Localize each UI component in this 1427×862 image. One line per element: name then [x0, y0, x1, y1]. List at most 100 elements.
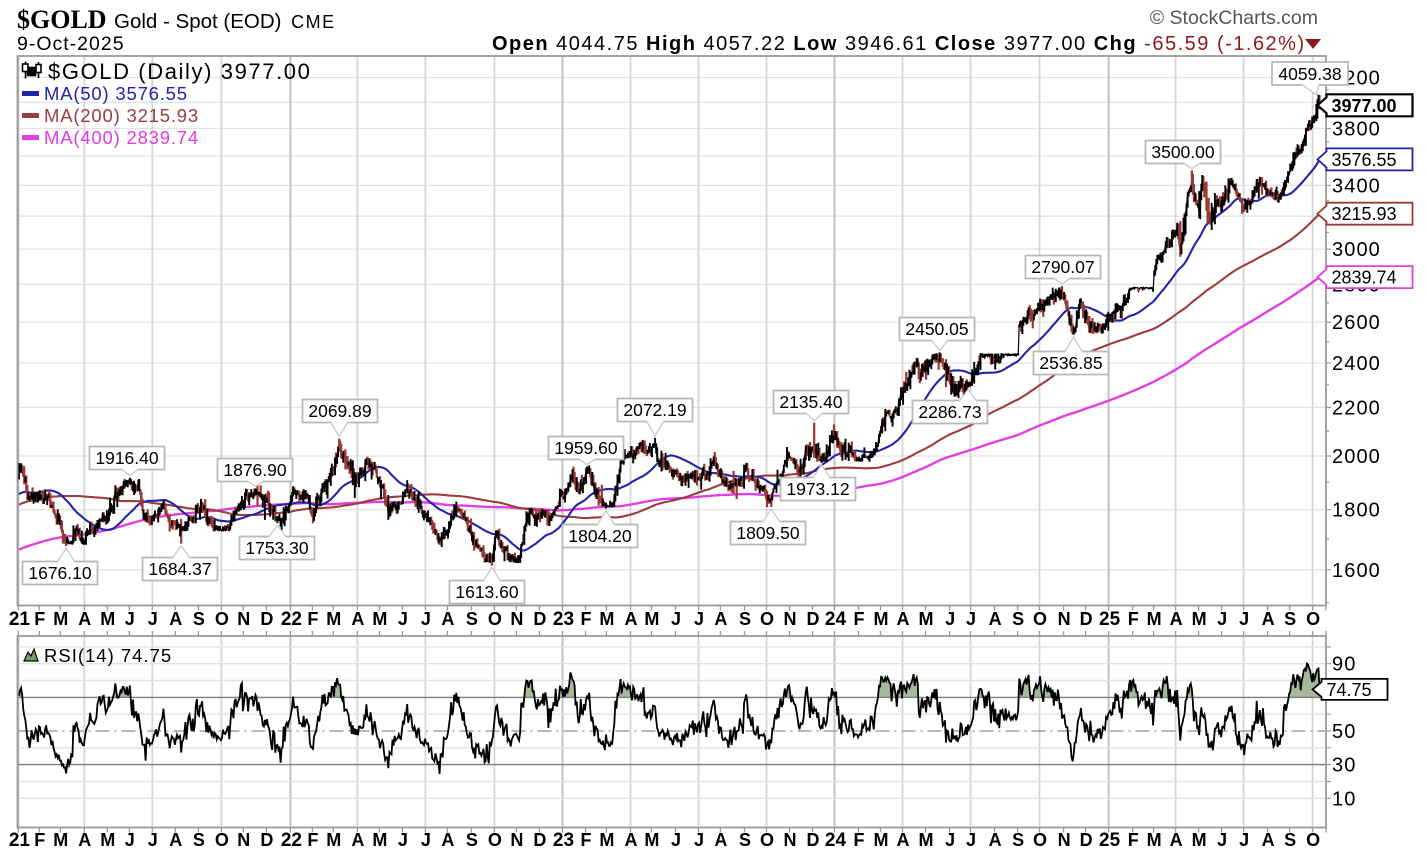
svg-text:D: D: [533, 609, 546, 629]
svg-text:J: J: [966, 830, 976, 850]
svg-text:2286.73: 2286.73: [918, 402, 981, 422]
svg-text:1876.90: 1876.90: [223, 460, 287, 480]
svg-text:M: M: [326, 609, 341, 629]
svg-text:3215.93: 3215.93: [1332, 204, 1397, 224]
svg-text:10: 10: [1332, 788, 1356, 810]
svg-text:N: N: [1058, 609, 1071, 629]
svg-text:F: F: [581, 609, 592, 629]
svg-text:A: A: [897, 609, 910, 629]
svg-text:M: M: [1192, 609, 1207, 629]
svg-text:© StockCharts.com: © StockCharts.com: [1150, 7, 1318, 29]
svg-text:M: M: [53, 609, 68, 629]
svg-text:S: S: [1284, 830, 1296, 850]
svg-text:J: J: [694, 830, 704, 850]
svg-text:$GOLD (Daily) 3977.00: $GOLD (Daily) 3977.00: [48, 59, 311, 84]
svg-text:J: J: [421, 609, 431, 629]
svg-text:A: A: [78, 830, 91, 850]
svg-text:74.75: 74.75: [1327, 680, 1372, 700]
svg-text:22: 22: [281, 609, 302, 630]
svg-text:O: O: [215, 609, 229, 629]
svg-text:3500.00: 3500.00: [1151, 142, 1215, 162]
svg-text:1916.40: 1916.40: [95, 448, 159, 468]
svg-text:3000: 3000: [1332, 239, 1381, 261]
svg-text:30: 30: [1332, 755, 1356, 777]
svg-text:F: F: [307, 609, 318, 629]
svg-text:J: J: [671, 830, 681, 850]
svg-text:25: 25: [1099, 830, 1121, 851]
svg-text:O: O: [488, 609, 502, 629]
svg-text:F: F: [1128, 609, 1139, 629]
svg-text:A: A: [78, 609, 91, 629]
svg-text:D: D: [260, 609, 273, 629]
svg-text:J: J: [421, 830, 431, 850]
svg-text:A: A: [989, 609, 1002, 629]
svg-text:S: S: [739, 830, 751, 850]
svg-text:N: N: [784, 609, 797, 629]
svg-text:J: J: [1217, 609, 1227, 629]
svg-text:2400: 2400: [1332, 353, 1381, 375]
svg-text:S: S: [1284, 609, 1296, 629]
svg-text:J: J: [1217, 830, 1227, 850]
svg-text:S: S: [193, 609, 205, 629]
svg-text:M: M: [1147, 609, 1162, 629]
svg-text:F: F: [854, 609, 865, 629]
svg-text:O: O: [760, 609, 774, 629]
svg-text:M: M: [53, 830, 68, 850]
svg-text:A: A: [169, 830, 182, 850]
svg-text:22: 22: [281, 830, 302, 851]
svg-text:1809.50: 1809.50: [736, 523, 800, 543]
svg-text:M: M: [919, 830, 934, 850]
svg-text:1600: 1600: [1332, 560, 1381, 582]
svg-text:A: A: [625, 830, 638, 850]
svg-text:1973.12: 1973.12: [786, 479, 849, 499]
svg-text:1684.37: 1684.37: [148, 559, 211, 579]
svg-text:A: A: [1262, 830, 1275, 850]
svg-text:MA(50) 3576.55: MA(50) 3576.55: [44, 83, 188, 104]
svg-text:90: 90: [1332, 654, 1356, 676]
svg-text:2450.05: 2450.05: [905, 319, 968, 339]
svg-text:21: 21: [9, 609, 31, 630]
svg-text:O: O: [215, 830, 229, 850]
svg-text:2839.74: 2839.74: [1332, 268, 1397, 288]
svg-text:N: N: [237, 609, 250, 629]
svg-text:S: S: [466, 830, 478, 850]
svg-text:D: D: [1080, 830, 1093, 850]
svg-text:A: A: [714, 830, 727, 850]
svg-text:F: F: [34, 609, 45, 629]
svg-text:A: A: [441, 830, 454, 850]
svg-text:F: F: [1128, 830, 1139, 850]
svg-text:J: J: [148, 609, 158, 629]
svg-text:RSI(14) 74.75: RSI(14) 74.75: [44, 645, 172, 666]
svg-text:1804.20: 1804.20: [568, 526, 632, 546]
svg-text:N: N: [510, 830, 523, 850]
svg-text:1800: 1800: [1332, 500, 1381, 522]
svg-text:M: M: [599, 609, 614, 629]
svg-text:2536.85: 2536.85: [1039, 353, 1102, 373]
svg-text:M: M: [100, 609, 115, 629]
svg-text:A: A: [714, 609, 727, 629]
svg-text:MA(400) 2839.74: MA(400) 2839.74: [44, 127, 199, 148]
svg-text:S: S: [466, 609, 478, 629]
svg-text:N: N: [1058, 830, 1071, 850]
svg-text:A: A: [989, 830, 1002, 850]
svg-text:$GOLD: $GOLD: [17, 5, 107, 34]
svg-text:D: D: [807, 830, 820, 850]
svg-text:M: M: [644, 609, 659, 629]
svg-text:Open 4044.75 High 4057.22 Low: Open 4044.75 High 4057.22 Low 3946.61 Cl…: [492, 33, 1306, 55]
svg-text:3576.55: 3576.55: [1332, 150, 1397, 170]
svg-text:S: S: [1012, 830, 1024, 850]
svg-text:M: M: [919, 609, 934, 629]
svg-text:A: A: [351, 830, 364, 850]
svg-text:2069.89: 2069.89: [308, 401, 371, 421]
svg-text:O: O: [1033, 609, 1047, 629]
svg-text:S: S: [739, 609, 751, 629]
svg-text:A: A: [1262, 609, 1275, 629]
svg-text:M: M: [874, 609, 889, 629]
svg-text:4059.38: 4059.38: [1278, 64, 1341, 84]
svg-text:O: O: [1306, 609, 1320, 629]
svg-text:O: O: [1306, 830, 1320, 850]
svg-text:F: F: [854, 830, 865, 850]
svg-text:3800: 3800: [1332, 119, 1381, 141]
svg-text:D: D: [807, 609, 820, 629]
svg-text:N: N: [237, 830, 250, 850]
